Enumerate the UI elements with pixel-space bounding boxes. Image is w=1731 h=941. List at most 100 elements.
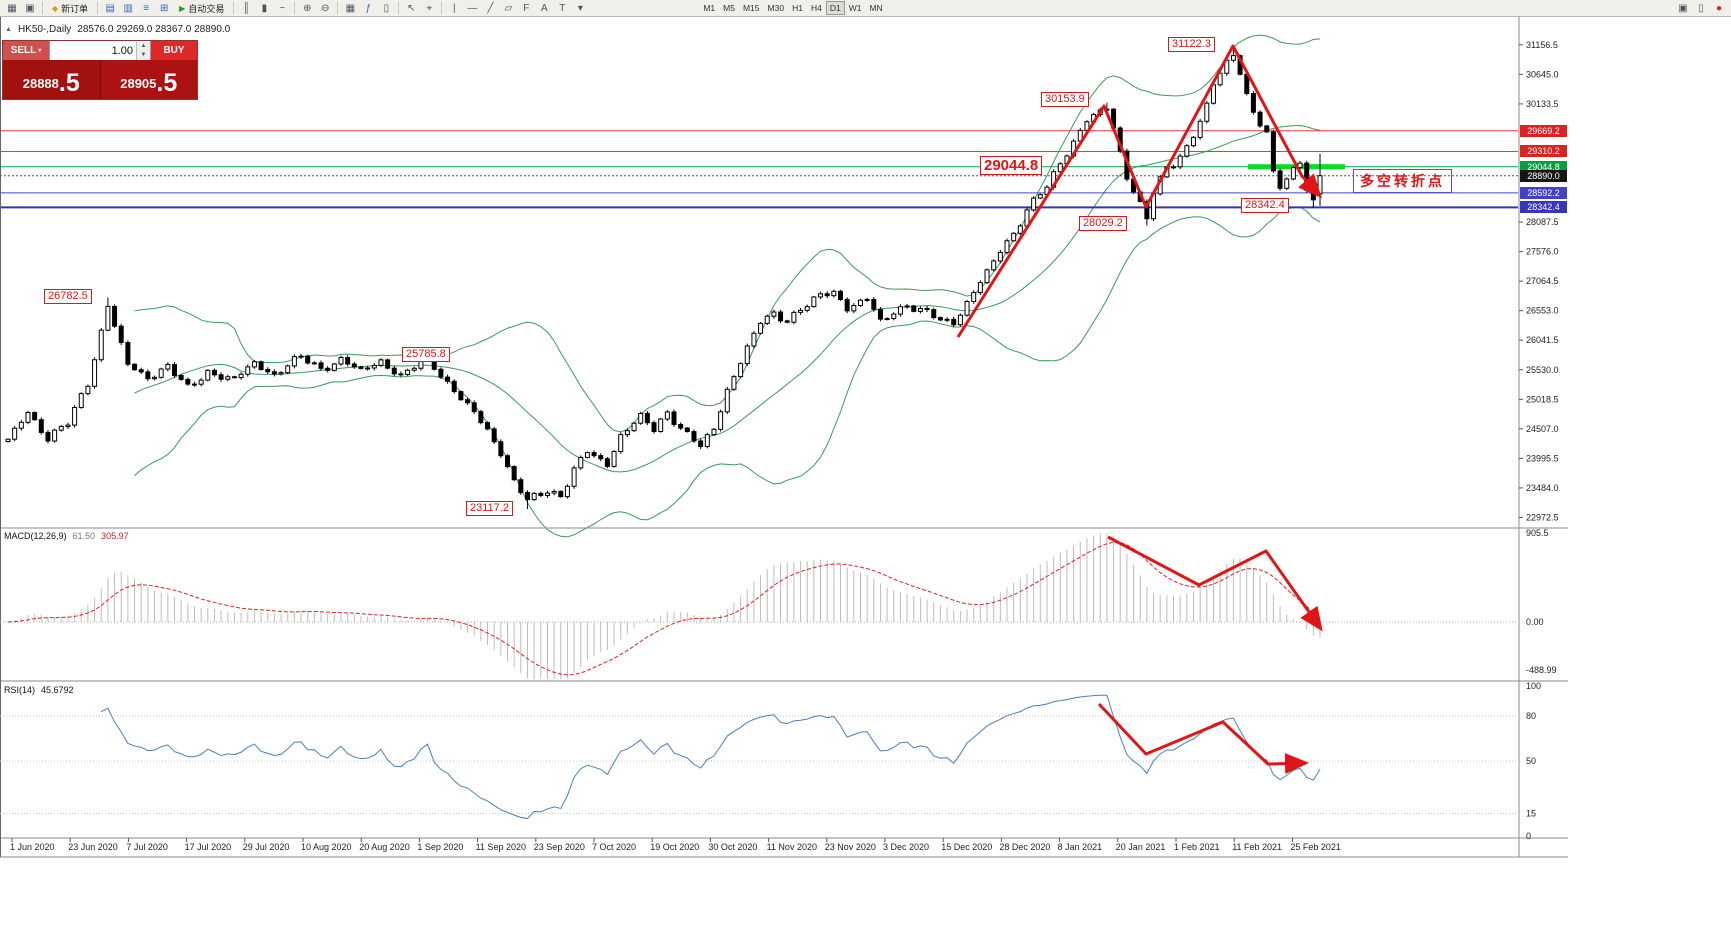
toolbar-separator	[233, 2, 235, 14]
candlestick-chart-icon[interactable]: ▮	[261, 2, 268, 14]
record-icon[interactable]: ●	[1715, 2, 1723, 14]
equidistant-channel-icon[interactable]: ▱	[504, 2, 513, 14]
zoom-out-icon[interactable]: ⊖	[321, 2, 330, 14]
autotrading-label: 自动交易	[188, 3, 225, 14]
autotrading-icon: ▶	[179, 3, 186, 13]
price-axis-label: 23995.5	[1526, 453, 1559, 463]
timeframe-d1-button[interactable]: D1	[825, 1, 845, 15]
sell-price[interactable]: 28888.5	[3, 60, 100, 99]
text-label-icon[interactable]: T	[559, 2, 566, 14]
toolbar-separator	[294, 2, 296, 14]
line-chart-icon[interactable]: ~	[279, 2, 286, 14]
buy-price[interactable]: 28905.5	[100, 60, 197, 99]
price-annotation-label[interactable]: 29044.8	[980, 156, 1043, 175]
time-axis-label: 28 Dec 2020	[999, 842, 1050, 852]
trendline-icon[interactable]: ╱	[487, 2, 494, 14]
price-annotation-label[interactable]: 25785.8	[402, 347, 450, 362]
time-axis-label: 20 Aug 2020	[359, 842, 410, 852]
auto-arrange-icon[interactable]: ▦	[345, 2, 356, 14]
rsi-axis-label: 100	[1526, 681, 1541, 691]
timeframe-m1-button[interactable]: M1	[703, 3, 716, 13]
bollinger-bands	[134, 34, 1321, 538]
tile-windows-icon[interactable]: ▯	[383, 2, 390, 14]
one-click-trading-panel: SELL ▾ 1.00 ▲ ▼ BUY 28888.5 28905.5	[2, 40, 198, 100]
price-axis-label: 27064.5	[1526, 276, 1559, 286]
rsi-axis-label: 0	[1526, 831, 1531, 841]
bar-chart-icon[interactable]: ║	[242, 2, 250, 14]
trend-arrow-main[interactable]	[956, 44, 1323, 338]
rsi-panel	[0, 694, 1518, 820]
arrows-menu-icon[interactable]: ▾	[577, 2, 583, 14]
navigator-icon[interactable]: ≡	[143, 2, 150, 14]
macd-panel	[0, 533, 1518, 679]
toolbar-separator	[97, 2, 99, 14]
horizontal-level-lines[interactable]	[0, 130, 1518, 209]
zoom-in-icon[interactable]: ⊕	[303, 2, 312, 14]
price-annotation-label[interactable]: 28029.2	[1079, 216, 1127, 231]
timeframe-m15-button[interactable]: M15	[742, 3, 760, 13]
timeframe-m30-button[interactable]: M30	[767, 3, 785, 13]
text-icon[interactable]: A	[541, 2, 548, 14]
rsi-axis-label: 15	[1526, 809, 1536, 819]
volume-input[interactable]: 1.00	[111, 44, 133, 57]
price-annotation-label[interactable]: 31122.3	[1168, 37, 1215, 52]
volume-increase-button[interactable]: ▲	[137, 41, 150, 51]
rsi-axis-label: 80	[1526, 711, 1536, 721]
timeframe-m5-button[interactable]: M5	[723, 3, 735, 13]
price-tag-29310.2: 29310.2	[1520, 145, 1567, 158]
price-annotation-label[interactable]: 23117.2	[466, 501, 513, 516]
autotrading-button[interactable]: ▶ 自动交易	[173, 0, 230, 17]
trend-arrows[interactable]	[956, 44, 1323, 775]
window-layout-icon[interactable]: ▣	[1678, 2, 1688, 14]
price-annotation-label[interactable]: 26782.5	[44, 289, 92, 304]
macd-axis-label: 905.5	[1526, 528, 1549, 538]
price-axis-label: 23484.0	[1526, 483, 1559, 493]
time-axis-label: 23 Nov 2020	[825, 842, 876, 852]
time-axis-label: 19 Oct 2020	[650, 842, 699, 852]
volume-decrease-button[interactable]: ▼	[137, 50, 150, 60]
data-window-icon[interactable]: ▥	[123, 2, 133, 14]
toolbar-separator	[42, 2, 43, 14]
rsi-axis-label: 50	[1526, 756, 1536, 766]
cursor-icon[interactable]: ↖	[407, 2, 416, 14]
trend-arrow-rsi[interactable]	[1097, 702, 1309, 775]
vertical-line-icon[interactable]: |	[453, 2, 456, 14]
new-order-button[interactable]: ◆ 新订单	[46, 0, 94, 17]
sell-menu-icon[interactable]: ▾	[38, 48, 42, 54]
time-axis-label: 8 Jan 2021	[1058, 842, 1103, 852]
terminal-icon[interactable]: ⊞	[159, 2, 169, 14]
trend-arrow-macd[interactable]	[1107, 535, 1323, 632]
new-chart-icon[interactable]: ▦	[7, 2, 17, 14]
fullscreen-icon[interactable]: ▯	[1698, 2, 1704, 14]
market-watch-icon[interactable]: ▤	[105, 2, 115, 14]
panel-separators[interactable]	[0, 17, 1568, 858]
price-axis-label: 26553.0	[1526, 306, 1559, 316]
profiles-icon[interactable]: ▣	[25, 2, 35, 14]
time-axis-label: 11 Sep 2020	[476, 842, 526, 852]
toolbar-separator	[398, 2, 400, 14]
axis-labels[interactable]: 31156.5 30645.0 30133.5 28087.5 27576.0 27064…	[10, 40, 1559, 852]
fibonacci-icon[interactable]: F	[523, 2, 530, 14]
timeframe-w1-button[interactable]: W1	[848, 3, 862, 13]
time-axis-label: 23 Sep 2020	[534, 842, 585, 852]
price-annotation-label[interactable]: 30153.9	[1041, 92, 1089, 107]
new-order-icon: ◆	[52, 3, 59, 13]
timeframe-mn-button[interactable]: MN	[869, 3, 883, 13]
timeframe-h4-button[interactable]: H4	[810, 3, 822, 13]
indicators-icon[interactable]: ƒ	[365, 2, 372, 14]
price-annotation-label[interactable]: 28342.4	[1241, 198, 1289, 213]
sell-button[interactable]: SELL ▾	[3, 41, 49, 60]
crosshair-icon[interactable]: ⌖	[426, 2, 433, 14]
candlesticks	[5, 46, 1323, 510]
price-axis-label: 30645.0	[1526, 69, 1559, 79]
horizontal-line-icon[interactable]: —	[467, 2, 478, 14]
turning-point-note[interactable]: 多空转折点	[1353, 169, 1452, 193]
ohlc-values: 28576.0 29269.0 28367.0 28890.0	[77, 24, 231, 35]
time-axis-label: 1 Feb 2021	[1174, 842, 1220, 852]
timeframe-h1-button[interactable]: H1	[792, 3, 803, 13]
macd-axis-label: 0.00	[1526, 617, 1544, 627]
time-axis-label: 7 Oct 2020	[592, 842, 636, 852]
buy-button[interactable]: BUY	[151, 41, 197, 60]
price-axis-label: 27576.0	[1526, 247, 1559, 257]
